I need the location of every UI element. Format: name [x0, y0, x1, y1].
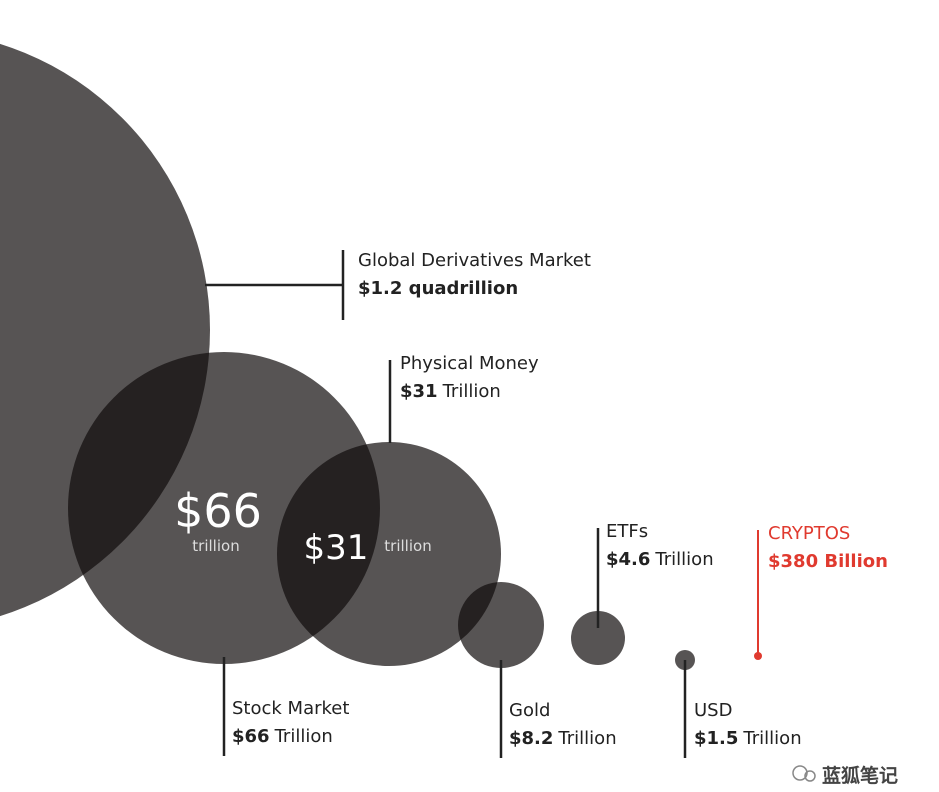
watermark-text: 蓝狐笔记 [822, 764, 898, 787]
item-name: USD [694, 700, 732, 721]
watermark-icon [804, 770, 816, 782]
bubble [458, 582, 544, 668]
item-value: $8.2 [509, 728, 553, 749]
item-name: CRYPTOS [768, 523, 850, 544]
item-unit: Trillion [557, 728, 616, 749]
bubble [277, 442, 501, 666]
item-value: $66 [232, 726, 270, 747]
bubble-value: $66 [174, 484, 262, 538]
item-unit: Trillion [442, 381, 501, 402]
item-name: Physical Money [400, 353, 539, 374]
item-value: $4.6 [606, 549, 650, 570]
item-name: Stock Market [232, 698, 349, 719]
item-value-line: $1.2 quadrillion [358, 278, 518, 299]
bubble-unit: trillion [192, 537, 239, 555]
bubble [571, 611, 625, 665]
bubble-value: $31 [304, 528, 369, 568]
watermark-icon [792, 765, 808, 781]
item-unit: Trillion [274, 726, 333, 747]
item-value: $380 Billion [768, 551, 888, 572]
item-value-line: $1.5 Trillion [694, 728, 802, 749]
item-value-line: $4.6 Trillion [606, 549, 714, 570]
item-value: $1.5 [694, 728, 738, 749]
item-value-line: $380 Billion [768, 551, 888, 572]
item-value-line: $8.2 Trillion [509, 728, 617, 749]
item-unit: Trillion [742, 728, 801, 749]
labels: Global Derivatives Market $1.2 quadrillio… [232, 250, 888, 749]
item-value-line: $66 Trillion [232, 726, 333, 747]
item-name: ETFs [606, 521, 648, 542]
watermark: 蓝狐笔记 [792, 764, 898, 787]
bubble-unit: trillion [384, 537, 431, 555]
item-value: $1.2 quadrillion [358, 278, 518, 299]
item-unit: Trillion [654, 549, 713, 570]
item-name: Global Derivatives Market [358, 250, 591, 271]
item-name: Gold [509, 700, 550, 721]
item-value-line: $31 Trillion [400, 381, 501, 402]
item-value: $31 [400, 381, 438, 402]
